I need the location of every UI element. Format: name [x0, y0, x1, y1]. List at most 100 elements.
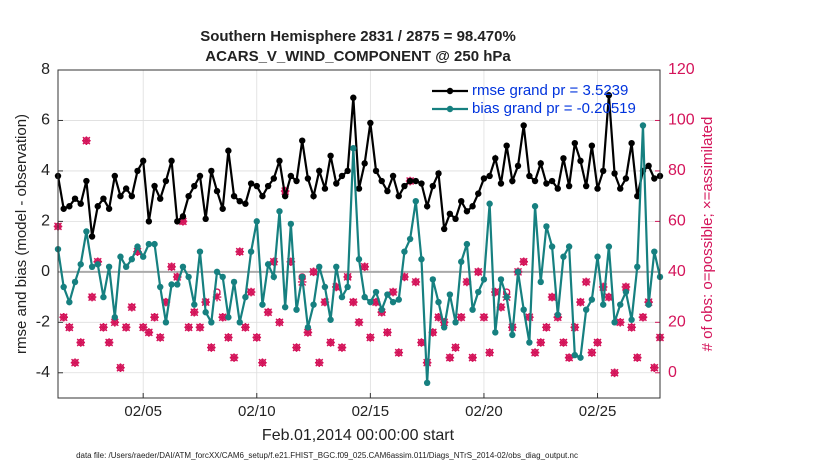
- point: [263, 307, 273, 317]
- point: [360, 262, 369, 272]
- point: [139, 157, 147, 165]
- point: [456, 312, 466, 322]
- point: [128, 192, 136, 200]
- point: [503, 293, 510, 301]
- point: [71, 195, 79, 202]
- point: [162, 319, 170, 326]
- point: [564, 353, 574, 362]
- point: [429, 182, 437, 190]
- point: [435, 170, 442, 177]
- point: [452, 319, 459, 326]
- point: [389, 172, 397, 180]
- point: [202, 215, 209, 223]
- point: [571, 139, 579, 147]
- point: [333, 263, 340, 270]
- y-tick-label: -4: [36, 364, 50, 381]
- point: [229, 353, 239, 362]
- point: [458, 198, 465, 205]
- point: [287, 220, 295, 228]
- point: [486, 200, 493, 207]
- point: [418, 180, 425, 187]
- point: [531, 177, 539, 185]
- chart-subtitle: ACARS_V_WIND_COMPONENT @ 250 hPa: [205, 48, 511, 65]
- point: [554, 185, 561, 192]
- point: [634, 263, 641, 270]
- point: [610, 368, 619, 378]
- point: [401, 182, 408, 190]
- point: [576, 297, 585, 307]
- chart-title: Southern Hemisphere 2831 / 2875 = 98.470…: [200, 28, 516, 45]
- point: [138, 323, 148, 332]
- point: [327, 152, 334, 159]
- point: [236, 319, 243, 326]
- point: [110, 318, 120, 327]
- point: [134, 243, 141, 250]
- point: [287, 172, 295, 180]
- point: [145, 218, 153, 225]
- point: [514, 162, 522, 170]
- point: [151, 182, 158, 190]
- point: [202, 309, 209, 316]
- point: [537, 160, 544, 167]
- point: [577, 354, 584, 361]
- point: [355, 256, 363, 263]
- point: [645, 301, 652, 308]
- point: [139, 253, 147, 260]
- point: [600, 301, 607, 308]
- point: [582, 306, 590, 313]
- point: [617, 301, 624, 308]
- point: [196, 172, 204, 180]
- point: [320, 297, 330, 307]
- point: [309, 267, 318, 277]
- point: [604, 292, 614, 302]
- point: [349, 297, 358, 307]
- point: [520, 306, 527, 313]
- point: [117, 253, 124, 260]
- point: [492, 329, 499, 336]
- point: [247, 248, 255, 255]
- point: [469, 203, 476, 210]
- y2-tick-label: 40: [668, 263, 686, 280]
- point: [66, 298, 73, 306]
- point: [94, 203, 101, 210]
- point: [526, 339, 533, 346]
- point: [435, 298, 442, 306]
- point: [650, 363, 659, 373]
- point: [395, 192, 402, 200]
- point: [252, 333, 262, 342]
- point: [514, 268, 522, 276]
- point: [547, 292, 557, 302]
- point: [191, 301, 198, 308]
- point: [452, 215, 459, 223]
- point: [543, 223, 550, 230]
- y-axis-label: rmse and bias (model - observation): [13, 114, 30, 354]
- point: [639, 122, 647, 129]
- point: [434, 312, 443, 322]
- point: [600, 167, 607, 175]
- point: [196, 248, 204, 255]
- point: [88, 263, 96, 270]
- point: [224, 333, 233, 342]
- point: [105, 205, 113, 212]
- point: [458, 258, 465, 265]
- y2-tick-label: 0: [668, 364, 677, 381]
- point: [463, 208, 471, 215]
- point: [605, 243, 613, 250]
- point: [372, 167, 380, 175]
- point: [225, 314, 232, 321]
- point: [520, 122, 527, 129]
- point: [116, 363, 125, 373]
- y2-tick-label: 20: [668, 314, 686, 331]
- point: [473, 267, 483, 277]
- point: [651, 175, 658, 182]
- point: [321, 283, 329, 291]
- point: [372, 288, 380, 296]
- point: [462, 277, 472, 287]
- point: [423, 379, 431, 387]
- point: [361, 160, 368, 167]
- point: [174, 218, 181, 225]
- point: [634, 192, 641, 200]
- point: [242, 200, 249, 207]
- point: [638, 312, 648, 322]
- point: [446, 291, 454, 298]
